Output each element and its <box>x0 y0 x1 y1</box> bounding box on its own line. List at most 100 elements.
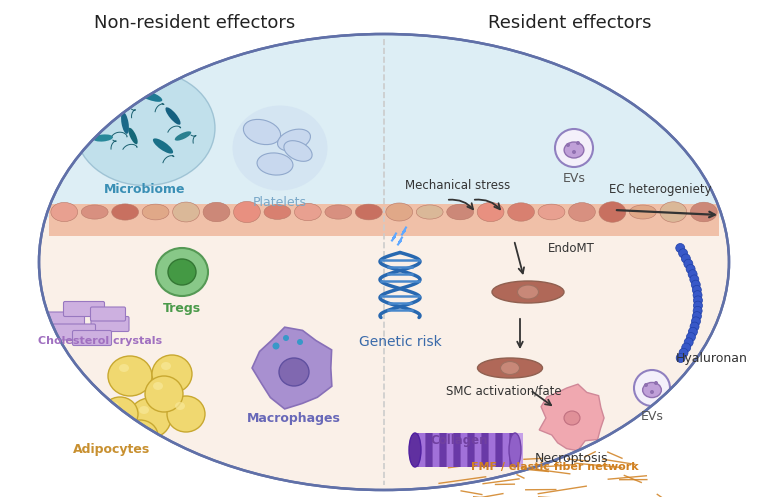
Ellipse shape <box>416 205 443 219</box>
Text: Mechanical stress: Mechanical stress <box>406 179 511 192</box>
Ellipse shape <box>686 264 695 273</box>
FancyBboxPatch shape <box>91 307 125 321</box>
Ellipse shape <box>233 105 327 190</box>
Ellipse shape <box>681 254 690 263</box>
Ellipse shape <box>654 381 658 385</box>
Ellipse shape <box>233 201 260 223</box>
Bar <box>433 433 439 467</box>
Ellipse shape <box>477 202 504 222</box>
Ellipse shape <box>168 259 196 285</box>
Ellipse shape <box>650 390 654 394</box>
Ellipse shape <box>297 339 303 345</box>
Text: Cholesterol crystals: Cholesterol crystals <box>38 336 162 346</box>
Polygon shape <box>252 327 332 409</box>
Ellipse shape <box>576 141 580 145</box>
Bar <box>468 433 474 467</box>
Ellipse shape <box>690 275 699 284</box>
Text: Tregs: Tregs <box>163 302 201 315</box>
Ellipse shape <box>165 107 180 125</box>
Ellipse shape <box>679 248 687 258</box>
Ellipse shape <box>684 259 693 268</box>
Text: Resident effectors: Resident effectors <box>488 14 652 32</box>
Ellipse shape <box>572 150 576 154</box>
Ellipse shape <box>121 112 129 134</box>
Bar <box>482 433 488 467</box>
Text: FMF / elastic fiber network: FMF / elastic fiber network <box>472 462 639 472</box>
Text: SMC activation/fate: SMC activation/fate <box>446 385 562 398</box>
Ellipse shape <box>644 383 648 387</box>
Ellipse shape <box>294 203 321 221</box>
Ellipse shape <box>277 129 310 151</box>
Ellipse shape <box>660 202 687 222</box>
Text: EndoMT: EndoMT <box>548 242 595 254</box>
Ellipse shape <box>142 204 169 220</box>
Ellipse shape <box>153 382 163 390</box>
Ellipse shape <box>175 131 191 141</box>
Ellipse shape <box>501 361 519 375</box>
Ellipse shape <box>108 356 152 396</box>
Ellipse shape <box>692 285 701 294</box>
Bar <box>440 433 446 467</box>
Ellipse shape <box>518 285 538 299</box>
Ellipse shape <box>688 270 697 279</box>
Bar <box>461 433 467 467</box>
Ellipse shape <box>634 370 670 406</box>
Text: Necroptosis: Necroptosis <box>535 452 609 465</box>
Ellipse shape <box>682 343 690 352</box>
Ellipse shape <box>492 281 564 303</box>
Ellipse shape <box>356 204 382 220</box>
Text: EC heterogeniety: EC heterogeniety <box>609 183 711 196</box>
Ellipse shape <box>257 153 293 175</box>
Bar <box>39 218 729 497</box>
Bar <box>426 433 432 467</box>
Ellipse shape <box>145 376 183 412</box>
Bar <box>489 433 495 467</box>
Ellipse shape <box>687 332 696 341</box>
FancyBboxPatch shape <box>52 324 95 340</box>
Ellipse shape <box>39 34 729 490</box>
Ellipse shape <box>122 420 158 452</box>
Bar <box>447 433 453 467</box>
Ellipse shape <box>173 202 200 222</box>
Ellipse shape <box>538 204 565 220</box>
Ellipse shape <box>564 142 584 158</box>
FancyBboxPatch shape <box>39 312 84 328</box>
Ellipse shape <box>509 433 521 467</box>
Bar <box>49 204 719 236</box>
Ellipse shape <box>630 205 657 219</box>
Polygon shape <box>539 384 604 451</box>
Ellipse shape <box>175 402 185 410</box>
Ellipse shape <box>203 202 230 222</box>
Bar <box>419 433 425 467</box>
Ellipse shape <box>409 433 421 467</box>
Ellipse shape <box>139 406 149 414</box>
Ellipse shape <box>688 328 697 336</box>
Ellipse shape <box>75 71 215 185</box>
Ellipse shape <box>109 402 119 410</box>
Text: Adipocytes: Adipocytes <box>74 443 151 456</box>
Text: Platelets: Platelets <box>253 196 307 209</box>
Ellipse shape <box>51 202 78 222</box>
Text: Hyaluronan: Hyaluronan <box>676 352 748 365</box>
Bar <box>503 433 509 467</box>
Text: Genetic risk: Genetic risk <box>359 335 442 349</box>
Ellipse shape <box>279 358 309 386</box>
Ellipse shape <box>93 134 113 142</box>
Ellipse shape <box>599 202 626 222</box>
Ellipse shape <box>694 301 703 310</box>
Bar <box>510 433 516 467</box>
Bar <box>475 433 481 467</box>
FancyBboxPatch shape <box>64 302 104 317</box>
Ellipse shape <box>684 338 694 347</box>
Ellipse shape <box>564 411 580 425</box>
Ellipse shape <box>643 382 661 398</box>
Bar <box>496 433 502 467</box>
Bar <box>415 433 515 467</box>
Ellipse shape <box>676 353 685 362</box>
Ellipse shape <box>264 205 291 219</box>
Ellipse shape <box>691 317 700 326</box>
Text: Macrophages: Macrophages <box>247 412 341 425</box>
Ellipse shape <box>566 143 570 147</box>
Ellipse shape <box>693 291 702 300</box>
Ellipse shape <box>243 119 280 145</box>
